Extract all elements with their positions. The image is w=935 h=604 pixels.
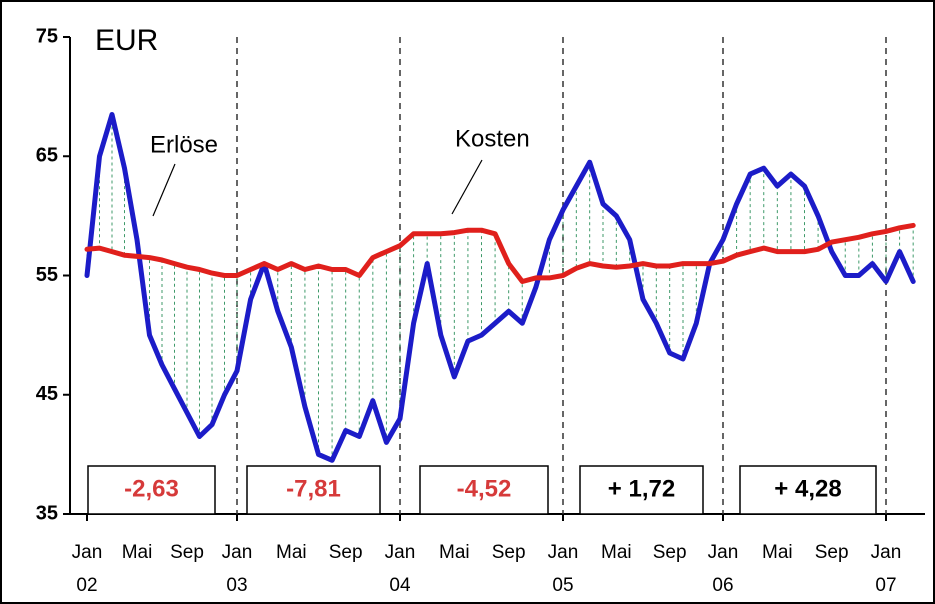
year-label: 05: [552, 575, 573, 596]
annotation-box: [419, 465, 549, 515]
annotation-box: [87, 465, 216, 515]
year-label: 06: [712, 575, 733, 596]
leader-line: [152, 163, 176, 217]
x-tick-label: Sep: [815, 542, 849, 563]
y-tick-label: 35: [36, 502, 58, 524]
x-tick-label: Mai: [276, 542, 307, 563]
x-tick-label: Jan: [72, 542, 103, 563]
x-tick-label: Jan: [222, 542, 253, 563]
year-label: 07: [875, 575, 896, 596]
x-tick-label: Sep: [653, 542, 687, 563]
leader-line: [451, 159, 483, 215]
y-tick-label: 75: [36, 25, 58, 47]
annotation-text: + 1,72: [608, 475, 675, 502]
x-tick-label: Mai: [601, 542, 632, 563]
year-label: 03: [226, 575, 247, 596]
x-tick-label: Jan: [385, 542, 416, 563]
x-tick-label: Sep: [492, 542, 526, 563]
annotation-text: -2,63: [124, 475, 179, 502]
annotation-box: [739, 465, 877, 515]
x-tick-label: Mai: [439, 542, 470, 563]
series-label: Kosten: [455, 125, 530, 152]
x-tick-label: Jan: [708, 542, 739, 563]
x-tick-label: Jan: [871, 542, 902, 563]
annotation-text: -4,52: [457, 475, 512, 502]
year-label: 04: [389, 575, 411, 596]
annotation-text: -7,81: [286, 475, 341, 502]
y-tick-label: 45: [36, 383, 58, 405]
annotation-box: [246, 465, 381, 515]
x-tick-label: Mai: [762, 542, 793, 563]
annotation-text: + 4,28: [774, 475, 841, 502]
x-tick-label: Sep: [170, 542, 204, 563]
line-series: [84, 222, 916, 284]
year-label: 02: [76, 575, 97, 596]
x-tick-label: Jan: [548, 542, 579, 563]
x-tick-label: Mai: [122, 542, 153, 563]
line-series: [84, 112, 916, 463]
y-tick-label: 65: [36, 145, 58, 167]
unit-label: EUR: [95, 24, 158, 57]
y-tick-label: 55: [36, 264, 58, 286]
series-label: Erlöse: [150, 131, 218, 158]
annotation-box: [579, 465, 704, 515]
x-tick-label: Sep: [329, 542, 363, 563]
